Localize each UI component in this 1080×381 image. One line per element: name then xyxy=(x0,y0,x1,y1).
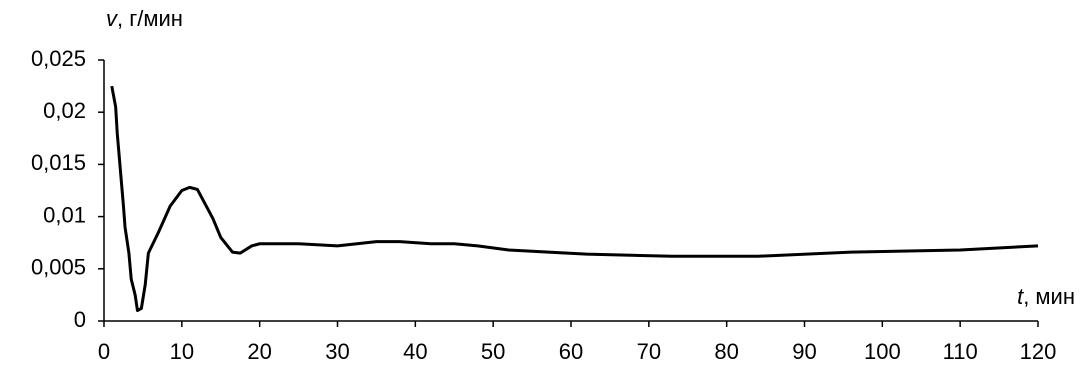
y-tick-label: 0,015 xyxy=(31,150,86,175)
y-tick-label: 0 xyxy=(74,307,86,332)
x-tick-label: 0 xyxy=(98,339,110,364)
y-tick-label: 0,005 xyxy=(31,255,86,280)
x-tick-label: 40 xyxy=(403,339,427,364)
x-tick-label: 60 xyxy=(559,339,583,364)
x-tick-label: 90 xyxy=(792,339,816,364)
y-axis-label: v, г/мин xyxy=(106,6,183,31)
y-tick-label: 0,02 xyxy=(43,98,86,123)
x-tick-label: 100 xyxy=(864,339,901,364)
x-tick-label: 80 xyxy=(714,339,738,364)
x-tick-label: 110 xyxy=(943,339,978,364)
x-tick-label: 10 xyxy=(170,339,194,364)
line-series xyxy=(110,85,1039,313)
x-tick-label: 50 xyxy=(481,339,505,364)
x-tick-label: 20 xyxy=(247,339,271,364)
y-tick-label: 0,025 xyxy=(31,46,86,71)
x-tick-label: 120 xyxy=(1020,339,1057,364)
y-tick-label: 0,01 xyxy=(43,202,86,227)
x-tick-label: 30 xyxy=(325,339,349,364)
x-tick-label: 70 xyxy=(637,339,661,364)
x-axis-label: t, мин xyxy=(1017,284,1075,309)
